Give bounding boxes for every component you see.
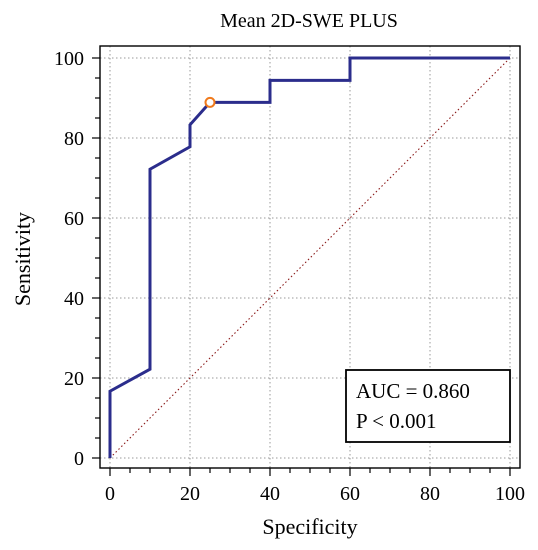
chart-title: Mean 2D-SWE PLUS	[220, 10, 398, 32]
y-axis-label: Sensitivity	[10, 212, 35, 306]
y-tick-label: 0	[74, 448, 84, 470]
optimal-cutoff-point	[204, 96, 216, 108]
x-tick-label: 60	[340, 483, 360, 505]
y-axis-ticks: 0 20 40 60 80 100	[54, 48, 100, 470]
roc-curve	[108, 56, 510, 458]
x-tick-label: 80	[420, 483, 440, 505]
x-axis-label: Specificity	[262, 514, 357, 539]
x-tick-label: 20	[180, 483, 200, 505]
y-tick-label: 80	[64, 128, 84, 150]
x-tick-label: 100	[495, 483, 525, 505]
y-tick-label: 60	[64, 208, 84, 230]
y-tick-label: 20	[64, 368, 84, 390]
x-tick-label: 40	[260, 483, 280, 505]
auc-text: AUC = 0.860	[356, 379, 470, 403]
y-tick-label: 40	[64, 288, 84, 310]
x-axis-ticks: 0 20 40 60 80 100	[105, 468, 525, 505]
x-tick-label: 0	[105, 483, 115, 505]
p-value-text: P < 0.001	[356, 409, 437, 433]
y-tick-label: 100	[54, 48, 84, 70]
auc-annotation-box: AUC = 0.860 P < 0.001	[345, 369, 511, 443]
